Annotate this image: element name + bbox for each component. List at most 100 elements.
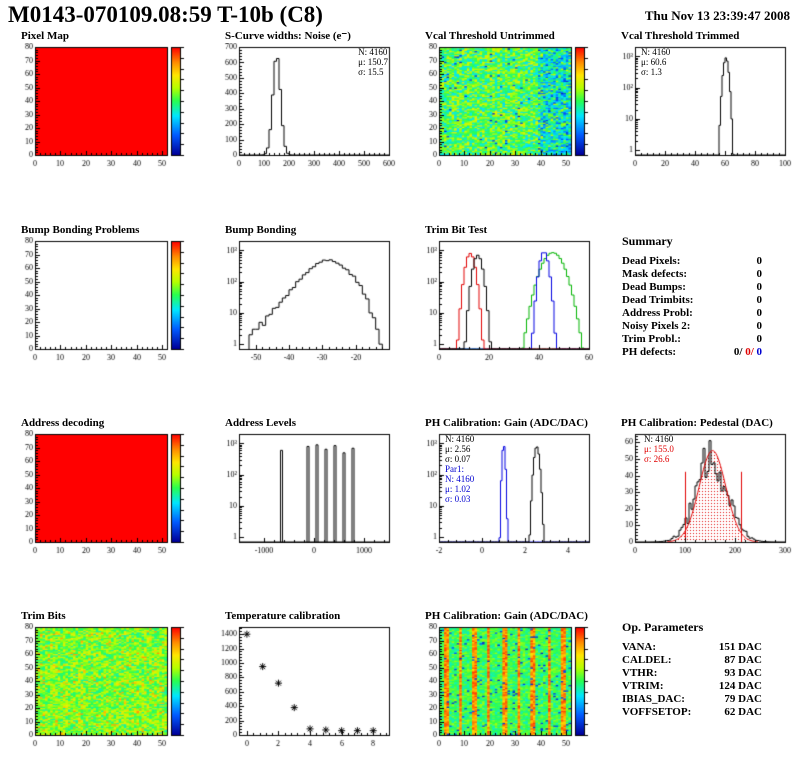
scurve-noise-canvas (212, 43, 398, 169)
stat-line: σ: 1.3 (641, 67, 662, 77)
summary-row: Dead Trimbits: 0 (622, 294, 762, 307)
ph-gain-hist-canvas (412, 430, 598, 556)
stat-line: σ: 0.07 (445, 454, 471, 464)
summary-label: PH defects: (622, 346, 677, 358)
summary-title: Summary (622, 234, 673, 248)
timestamp: Thu Nov 13 23:39:47 2008 (644, 8, 790, 23)
summary-row: Dead Pixels: 0 (622, 255, 762, 268)
plot-title: Bump Bonding (225, 224, 297, 236)
plot-vcal-untrimmed: Vcal Threshold Untrimmed (412, 30, 600, 169)
plot-title: S-Curve widths: Noise (e⁻) (225, 30, 351, 42)
summary-label: Trim Probl.: (622, 333, 681, 345)
summary-label: Dead Pixels: (622, 255, 681, 267)
op-value: 79 DAC (724, 693, 762, 705)
stat-line: σ: 26.6 (644, 454, 670, 464)
stat-line: N: 4160 (445, 434, 475, 444)
plot-title: Address decoding (21, 417, 105, 429)
stat-line: Par1: (445, 464, 464, 474)
op-label: VANA: (622, 641, 657, 653)
summary-value: 0 (756, 294, 763, 306)
plot-ph-gain-map: PH Calibration: Gain (ADC/DAC) (412, 610, 600, 749)
summary-value: 0 (756, 320, 763, 332)
plot-title: Temperature calibration (225, 610, 341, 622)
vcal-untrimmed-canvas (412, 43, 598, 169)
stat-line: μ: 1.02 (445, 484, 471, 494)
summary-value: 0 (756, 255, 763, 267)
ph-defects-blue: 0 (756, 346, 763, 358)
op-label: CALDEL: (622, 654, 672, 666)
op-parameter-row: VTRIM: 124 DAC (622, 680, 762, 693)
plot-title: Address Levels (225, 417, 296, 429)
stat-line: N: 4160 (358, 47, 388, 57)
summary-value: 0 (756, 307, 763, 319)
op-label: IBIAS_DAC: (622, 693, 685, 705)
op-parameter-row: VOFFSETOP: 62 DAC (622, 706, 762, 719)
plot-title: Trim Bit Test (425, 224, 488, 236)
summary-label: Mask defects: (622, 268, 688, 280)
summary-ph-values: 0/ 0/ 0 (734, 346, 762, 359)
plot-trim-bit-test: Trim Bit Test (412, 224, 600, 363)
bump-bonding-canvas (212, 237, 398, 363)
plot-title: PH Calibration: Pedestal (DAC) (621, 417, 773, 429)
summary-label: Dead Bumps: (622, 281, 686, 293)
plot-pixel-map: Pixel Map (8, 30, 196, 169)
stat-line: μ: 2.56 (445, 444, 471, 454)
stat-line: N: 4160 (641, 47, 671, 57)
op-label: VTRIM: (622, 680, 664, 692)
op-label: VTHR: (622, 667, 658, 679)
stat-line: μ: 155.0 (644, 444, 674, 454)
op-value: 151 DAC (718, 641, 762, 653)
trim-bit-test-canvas (412, 237, 598, 363)
plot-title: Pixel Map (21, 30, 69, 42)
plot-bump-bonding-problems: Bump Bonding Problems (8, 224, 196, 363)
plot-title: Vcal Threshold Untrimmed (425, 30, 555, 42)
plot-title: Vcal Threshold Trimmed (621, 30, 740, 42)
plot-title: PH Calibration: Gain (ADC/DAC) (425, 417, 588, 429)
summary-row: Trim Probl.: 0 (622, 333, 762, 346)
op-label: VOFFSETOP: (622, 706, 692, 718)
plot-ph-gain-hist: PH Calibration: Gain (ADC/DAC) N: 4160 μ… (412, 417, 600, 556)
summary-label: Address Probl: (622, 307, 693, 319)
pixel-map-canvas (8, 43, 194, 169)
plot-temperature-calibration: Temperature calibration (212, 610, 400, 749)
stats-box: N: 4160 μ: 150.7 σ: 15.5 (358, 47, 388, 77)
summary-row: Mask defects: 0 (622, 268, 762, 281)
plot-vcal-trimmed: Vcal Threshold Trimmed N: 4160 μ: 60.6 σ… (608, 30, 796, 169)
op-value: 93 DAC (724, 667, 762, 679)
plot-bump-bonding: Bump Bonding (212, 224, 400, 363)
summary-row: Noisy Pixels 2: 0 (622, 320, 762, 333)
plot-title: Trim Bits (21, 610, 66, 622)
page-title: M0143-070109.08:59 T-10b (C8) (8, 2, 323, 27)
summary-value: 0 (756, 281, 763, 293)
bump-bonding-problems-canvas (8, 237, 194, 363)
plot-ph-pedestal: PH Calibration: Pedestal (DAC) N: 4160 μ… (608, 417, 796, 556)
address-decoding-canvas (8, 430, 194, 556)
op-parameters-title: Op. Parameters (622, 620, 704, 634)
summary-label: Noisy Pixels 2: (622, 320, 691, 332)
vcal-trimmed-canvas (608, 43, 794, 169)
summary-row: Address Probl: 0 (622, 307, 762, 320)
summary-panel: Summary Dead Pixels: 0 Mask defects: 0 Dea… (622, 234, 762, 359)
op-value: 62 DAC (724, 706, 762, 718)
ph-defects-black: 0/ (733, 346, 743, 358)
stats-box: N: 4160 μ: 155.0 σ: 26.6 (644, 434, 674, 464)
op-value: 124 DAC (718, 680, 762, 692)
address-levels-canvas (212, 430, 398, 556)
op-parameter-row: VANA: 151 DAC (622, 641, 762, 654)
plot-title: PH Calibration: Gain (ADC/DAC) (425, 610, 588, 622)
ph-gain-map-canvas (412, 623, 598, 749)
stat-line: σ: 0.03 (445, 494, 471, 504)
ph-pedestal-canvas (608, 430, 794, 556)
stat-line: μ: 150.7 (358, 57, 388, 67)
op-value: 87 DAC (724, 654, 762, 666)
summary-value: 0 (756, 268, 763, 280)
stat-line: N: 4160 (445, 474, 475, 484)
op-parameter-row: CALDEL: 87 DAC (622, 654, 762, 667)
ph-defects-red: 0/ (745, 346, 754, 358)
summary-value: 0 (756, 333, 763, 345)
summary-row: Dead Bumps: 0 (622, 281, 762, 294)
stat-line: σ: 15.5 (358, 67, 384, 77)
summary-label: Dead Trimbits: (622, 294, 694, 306)
op-parameter-row: IBIAS_DAC: 79 DAC (622, 693, 762, 706)
temperature-calibration-canvas (212, 623, 398, 749)
